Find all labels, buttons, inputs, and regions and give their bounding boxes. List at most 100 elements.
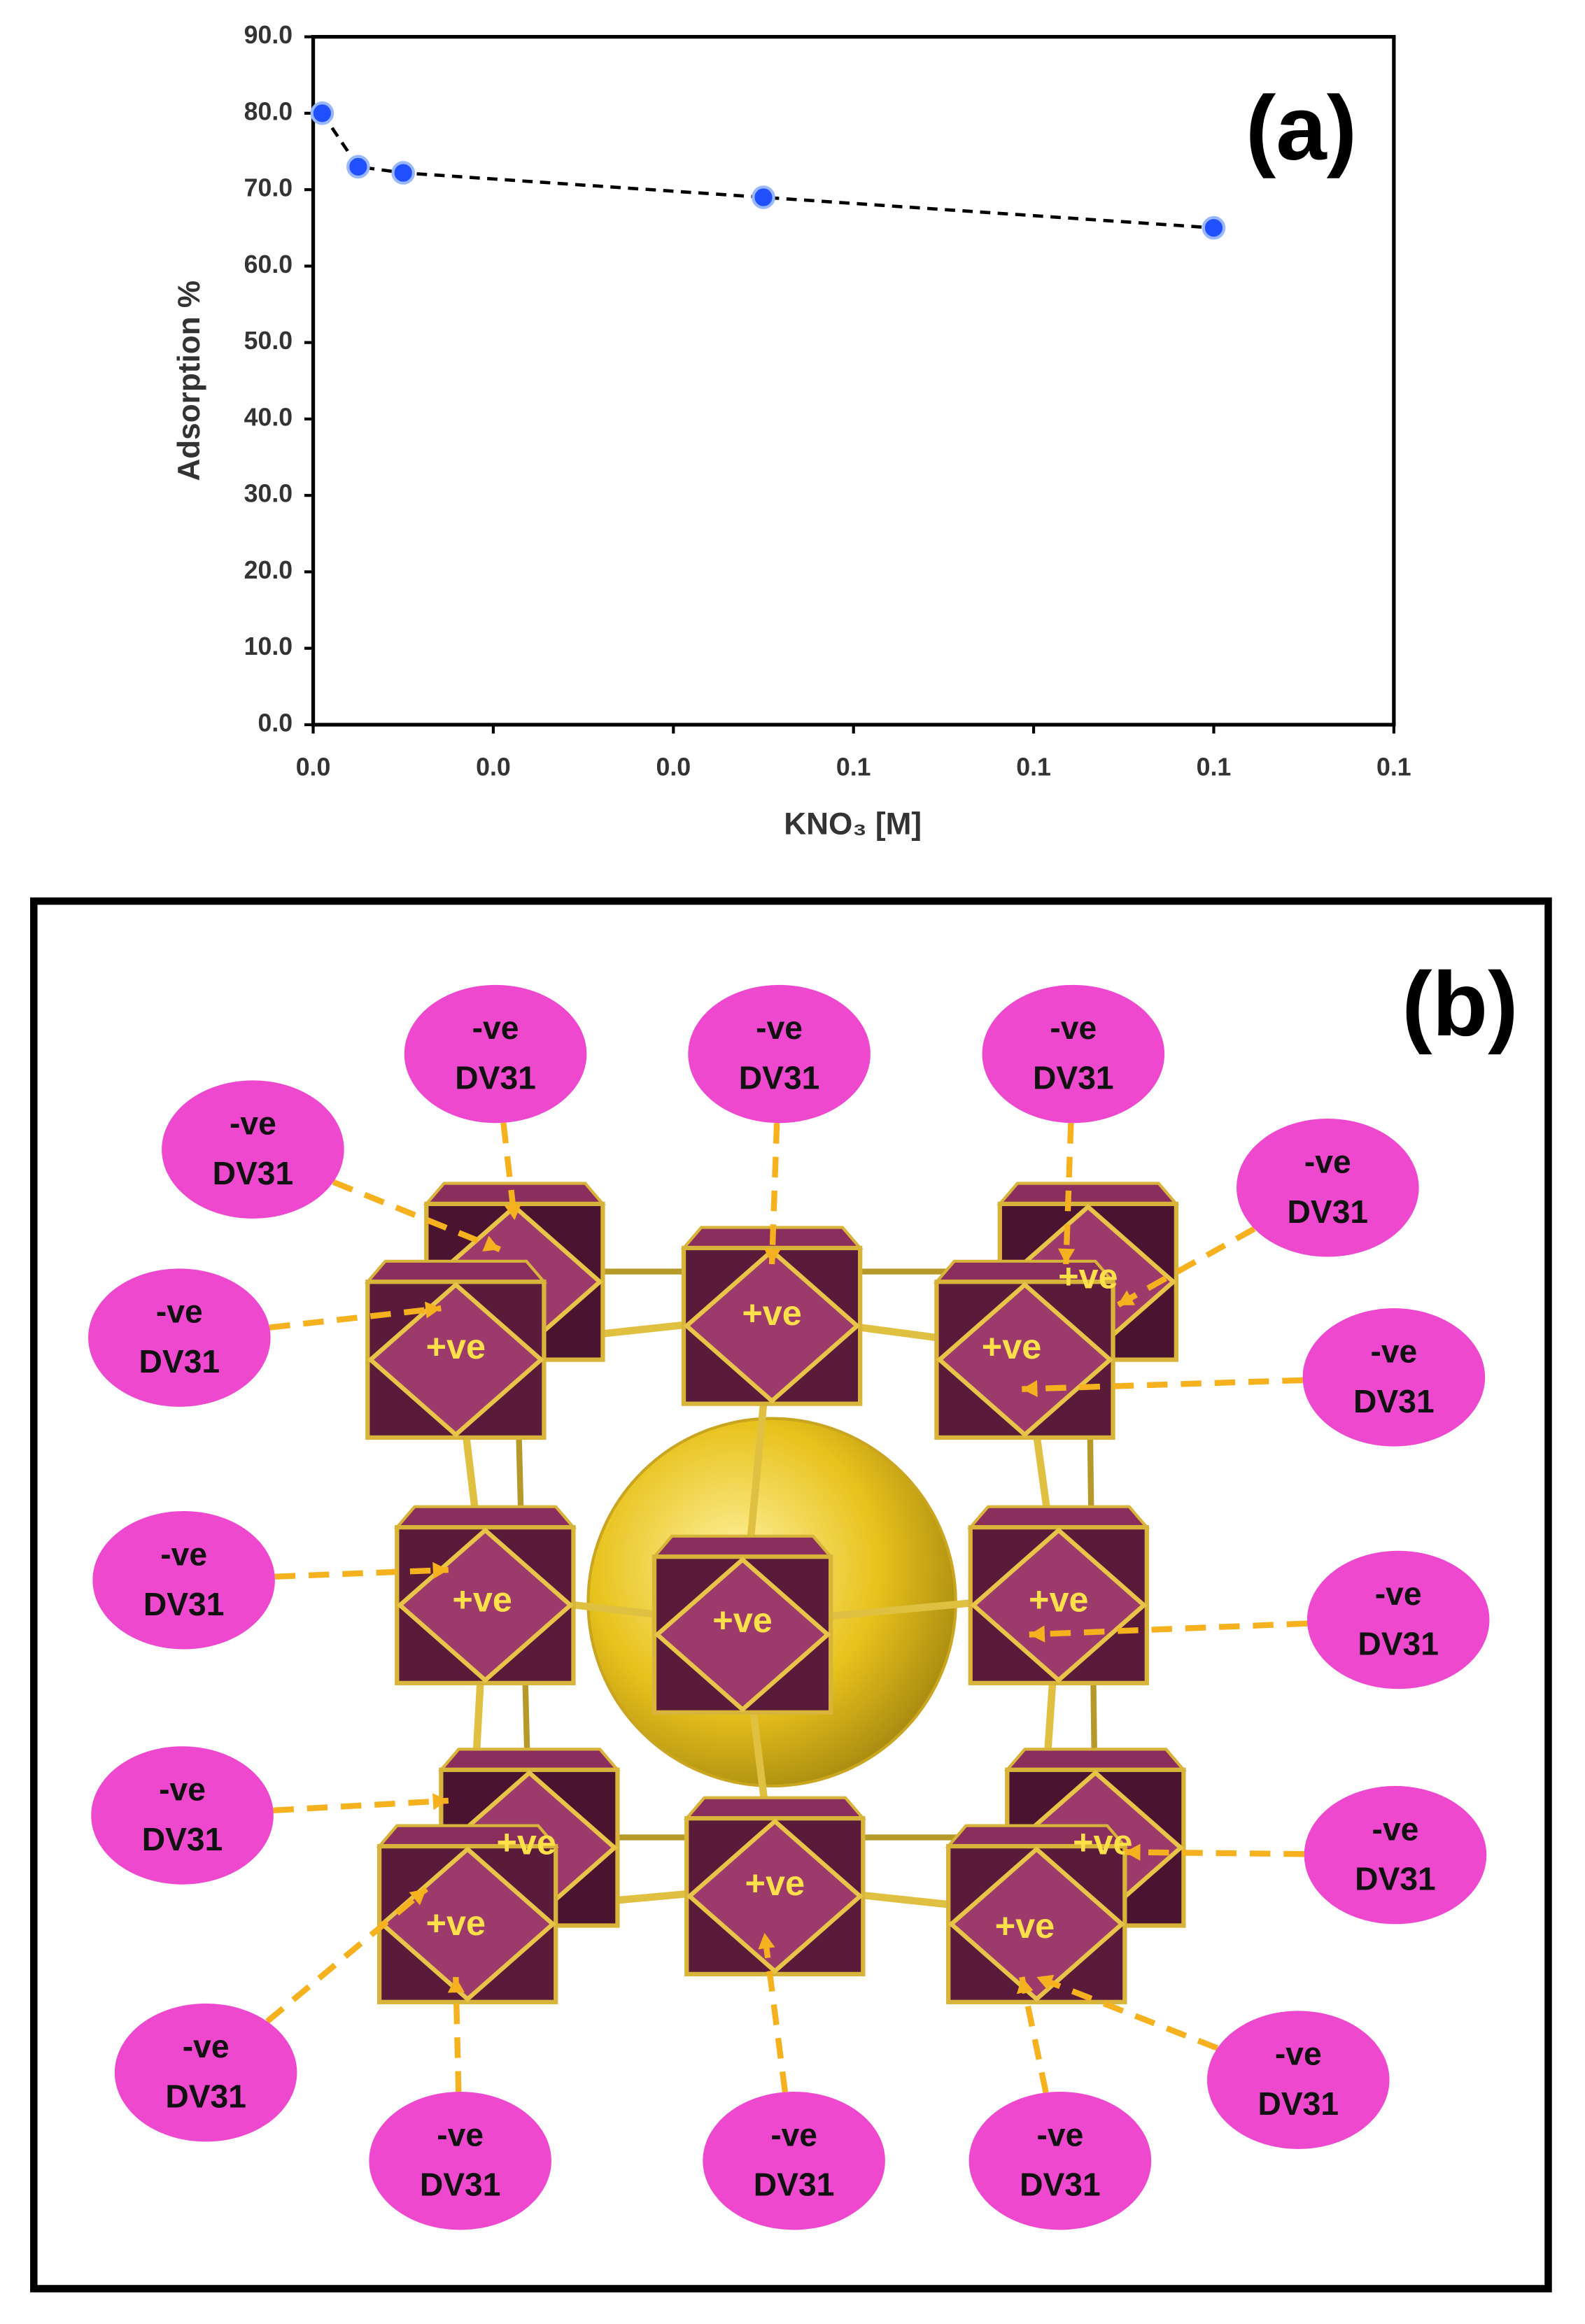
attraction-arrow — [332, 1179, 501, 1252]
cation-label: +ve — [712, 1600, 773, 1640]
attraction-arrow — [269, 1305, 442, 1331]
cation-label: +ve — [452, 1580, 512, 1620]
anion-ellipse — [91, 1746, 274, 1885]
anion-name: DV31 — [213, 1155, 294, 1191]
cation-label: +ve — [982, 1326, 1042, 1366]
y-tick-label: 70.0 — [244, 174, 293, 202]
anion-charge: -ve — [1036, 2116, 1083, 2153]
cube-top — [393, 1505, 577, 1529]
anion-charge: -ve — [156, 1294, 203, 1330]
arrow-head — [1117, 1290, 1136, 1305]
cube-top — [1003, 1748, 1187, 1771]
anion-name: DV31 — [165, 2078, 246, 2115]
plot-frame — [311, 34, 1396, 727]
anion-charge: -ve — [437, 2116, 484, 2153]
anion-charge: -ve — [1375, 1575, 1422, 1612]
cube-face — [948, 1846, 1125, 2002]
anion-name: DV31 — [142, 1821, 223, 1857]
cation-label: +ve — [1073, 1822, 1133, 1862]
attraction-arrow — [273, 1797, 449, 1813]
anion-charge: -ve — [160, 1536, 207, 1572]
y-tick-label: 60.0 — [244, 250, 293, 278]
anion-charge: -ve — [756, 1009, 803, 1046]
data-point — [1202, 215, 1226, 240]
cation-label: +ve — [426, 1903, 486, 1943]
arrow-head — [1022, 1380, 1038, 1398]
anion-name: DV31 — [420, 2167, 501, 2203]
y-tick-label: 30.0 — [244, 480, 293, 508]
cube-top — [967, 1505, 1150, 1529]
anion-ellipse — [968, 2091, 1152, 2230]
cation-label: +ve — [742, 1293, 802, 1333]
anion-charge: -ve — [230, 1105, 276, 1142]
series-line — [320, 112, 1214, 230]
anion-charge: -ve — [472, 1009, 519, 1046]
arrow-head — [1036, 1974, 1055, 1991]
anion-name: DV31 — [1355, 1861, 1436, 1897]
anion-name: DV31 — [1020, 2167, 1101, 2203]
arrow-head — [1016, 1977, 1034, 1994]
attraction-arrow — [453, 1976, 462, 2092]
attraction-arrow — [761, 1932, 789, 2092]
arrow-head — [409, 1889, 427, 1906]
attraction-arrow — [265, 1886, 429, 2024]
anion-ellipse — [1306, 1550, 1490, 1689]
y-tick-label: 0.0 — [258, 709, 293, 737]
anion-name: DV31 — [1287, 1193, 1368, 1230]
arrow-head — [1125, 1843, 1141, 1861]
anion-charge: -ve — [183, 2028, 230, 2064]
y-tick-label: 50.0 — [244, 327, 293, 355]
anion-charge: -ve — [1275, 2036, 1322, 2072]
anion-ellipse — [982, 984, 1165, 1124]
y-axis-label: Adsorption % — [172, 281, 206, 481]
cation-label: +ve — [1029, 1580, 1089, 1620]
structure: +ve+ve +ve+ve+ve+ve+ve+ve+ve+ve+ve+ve-veD… — [88, 984, 1490, 2230]
arrow-head — [504, 1203, 521, 1220]
anion-ellipse — [688, 984, 871, 1124]
y-tick-label: 40.0 — [244, 403, 293, 431]
x-tick-label: 0.1 — [1376, 753, 1411, 781]
x-tick-label: 0.1 — [1197, 753, 1232, 781]
arrow-head — [447, 1977, 465, 1993]
arrow-head — [763, 1248, 781, 1265]
anion-name: DV31 — [1033, 1060, 1114, 1096]
anion-name: DV31 — [455, 1060, 536, 1096]
anion-ellipse — [1302, 1308, 1486, 1447]
arrow-head — [432, 1561, 449, 1579]
anion-name: DV31 — [143, 1586, 225, 1622]
anion-charge: -ve — [770, 2116, 817, 2153]
cation-label: +ve — [995, 1906, 1055, 1946]
cube-face — [936, 1282, 1114, 1438]
anion-ellipse — [1237, 1119, 1419, 1257]
data-point — [310, 101, 334, 125]
attraction-arrow — [1022, 1377, 1303, 1392]
cube-face — [970, 1527, 1148, 1683]
cation-label: +ve — [426, 1326, 486, 1366]
anion-ellipse — [92, 1511, 275, 1650]
cube-face — [367, 1282, 544, 1438]
anion-charge: -ve — [1372, 1811, 1419, 1847]
y-tick-label: 10.0 — [244, 632, 293, 660]
anion-ellipse — [369, 2091, 551, 2230]
cube-face — [654, 1557, 831, 1713]
attraction-arrow — [1019, 1976, 1049, 2094]
attraction-arrow — [1063, 1123, 1074, 1265]
arrow-head — [482, 1235, 500, 1252]
x-axis-label: KNO₃ [M] — [784, 807, 922, 842]
y-tick-label: 20.0 — [244, 556, 293, 584]
data-point — [346, 155, 370, 179]
panel-label: (a) — [1246, 77, 1357, 179]
cube-top — [683, 1796, 866, 1820]
cube-top — [651, 1534, 834, 1559]
anion-name: DV31 — [139, 1343, 220, 1380]
anion-ellipse — [1207, 2011, 1390, 2149]
attraction-arrow — [1125, 1849, 1304, 1857]
anion-name: DV31 — [1353, 1383, 1435, 1419]
anion-ellipse — [88, 1268, 271, 1407]
data-point — [391, 161, 416, 185]
arrow-head — [424, 1301, 442, 1319]
attraction-arrow — [1029, 1620, 1308, 1638]
anion-ellipse — [162, 1080, 344, 1219]
